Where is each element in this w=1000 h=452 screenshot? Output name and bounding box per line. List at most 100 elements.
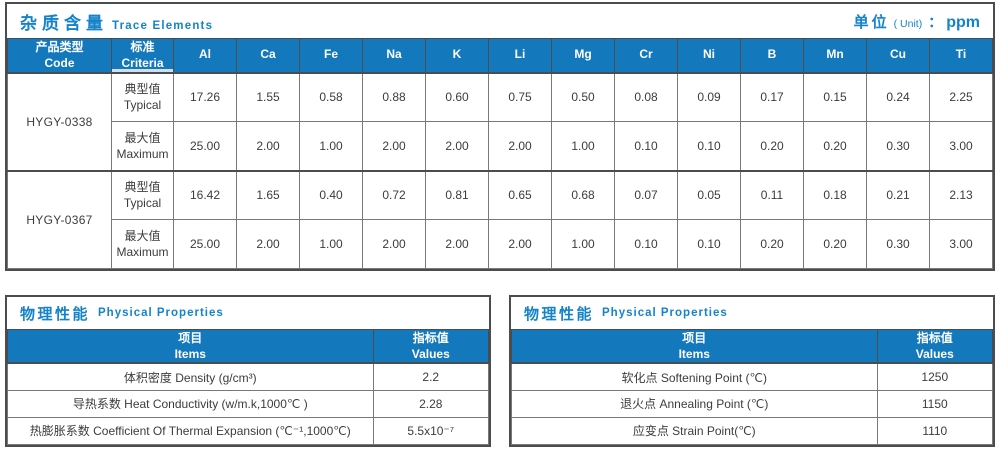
col-header-element: Li bbox=[488, 38, 552, 74]
col-header-element: Ni bbox=[677, 38, 741, 74]
property-item: 体积密度 Density (g/cm³) bbox=[7, 362, 374, 391]
value-cell: 0.81 bbox=[425, 169, 489, 220]
value-cell: 0.50 bbox=[551, 72, 615, 122]
value-cell: 0.10 bbox=[677, 219, 741, 269]
value-cell: 2.00 bbox=[425, 121, 489, 171]
value-cell: 17.26 bbox=[173, 72, 237, 122]
col-header-element: Cr bbox=[614, 38, 678, 74]
value-cell: 0.21 bbox=[866, 169, 930, 220]
value-cell: 2.25 bbox=[929, 72, 993, 122]
unit-label: 单位 ( Unit) ： ppm bbox=[854, 11, 980, 32]
property-item: 应变点 Strain Point(℃) bbox=[511, 416, 878, 445]
property-value: 5.5x10⁻⁷ bbox=[372, 416, 490, 445]
value-cell: 25.00 bbox=[173, 121, 237, 171]
value-cell: 0.30 bbox=[866, 121, 930, 171]
table-row: HYGY-0367 典型值 Typical 16.42 1.65 0.40 0.… bbox=[7, 169, 993, 269]
value-cell: 25.00 bbox=[173, 219, 237, 269]
property-item: 软化点 Softening Point (℃) bbox=[511, 362, 878, 391]
criteria-cell: 最大值 Maximum bbox=[111, 121, 174, 171]
physical-properties-left-section: 物理性能 Physical Properties 项目 Items 指标值 Va… bbox=[5, 295, 491, 447]
value-cell: 2.00 bbox=[488, 121, 552, 171]
physical-properties-left-table: 项目 Items 指标值 Values 体积密度 Density (g/cm³)… bbox=[7, 329, 490, 445]
value-cell: 2.00 bbox=[488, 219, 552, 269]
col-header-element: Ca bbox=[236, 38, 300, 74]
section-title-en: Physical Properties bbox=[602, 307, 728, 319]
unit-colon: ： bbox=[928, 13, 943, 30]
criteria-cell: 最大值 Maximum bbox=[111, 219, 174, 269]
value-cell: 2.00 bbox=[236, 219, 300, 269]
col-header-element: Fe bbox=[299, 38, 363, 74]
table-row: 导热系数 Heat Conductivity (w/m.k,1000℃ ) 2.… bbox=[7, 389, 490, 418]
section-title-en: Physical Properties bbox=[98, 307, 224, 319]
value-cell: 1.00 bbox=[299, 219, 363, 269]
physical-properties-right-section: 物理性能 Physical Properties 项目 Items 指标值 Va… bbox=[509, 295, 995, 447]
property-value: 1250 bbox=[876, 362, 994, 391]
value-cell: 0.10 bbox=[614, 219, 678, 269]
col-header-element: Cu bbox=[866, 38, 930, 74]
property-value: 1110 bbox=[876, 416, 994, 445]
table-row: HYGY-0338 典型值 Typical 17.26 1.55 0.58 0.… bbox=[7, 72, 993, 171]
value-cell: 1.00 bbox=[299, 121, 363, 171]
unit-label-en: ( Unit) bbox=[893, 17, 923, 30]
value-cell: 1.55 bbox=[236, 72, 300, 122]
col-header-element: Na bbox=[362, 38, 426, 74]
section-title-zh: 杂质含量 bbox=[20, 13, 108, 33]
table-row: 体积密度 Density (g/cm³) 2.2 bbox=[7, 362, 490, 391]
criteria-cell: 典型值 Typical bbox=[111, 169, 174, 220]
property-item: 退火点 Annealing Point (℃) bbox=[511, 389, 878, 418]
value-cell: 0.18 bbox=[803, 169, 867, 220]
section-title-zh: 物理性能 bbox=[20, 305, 91, 323]
value-cell: 16.42 bbox=[173, 169, 237, 220]
physical-properties-right-table: 项目 Items 指标值 Values 软化点 Softening Point … bbox=[511, 329, 994, 445]
physical-header-row: 项目 Items 指标值 Values bbox=[7, 329, 490, 365]
value-cell: 2.13 bbox=[929, 169, 993, 220]
value-cell: 0.65 bbox=[488, 169, 552, 220]
table-row: 热膨胀系数 Coefficient Of Thermal Expansion (… bbox=[7, 416, 490, 445]
value-cell: 0.40 bbox=[299, 169, 363, 220]
col-header-values: 指标值 Values bbox=[876, 329, 994, 365]
value-cell: 0.10 bbox=[677, 121, 741, 171]
table-row: 最大值 Maximum 25.00 2.00 1.00 2.00 2.00 2.… bbox=[8, 219, 993, 269]
section-title-en: Trace Elements bbox=[112, 19, 214, 32]
col-header-values: 指标值 Values bbox=[372, 329, 490, 365]
value-cell: 1.65 bbox=[236, 169, 300, 220]
value-cell: 0.11 bbox=[740, 169, 804, 220]
trace-elements-section: 杂质含量 Trace Elements 单位 ( Unit) ： ppm 产品类… bbox=[5, 2, 995, 271]
table-row: 退火点 Annealing Point (℃) 1150 bbox=[511, 389, 994, 418]
col-header-element: Mn bbox=[803, 38, 867, 74]
trace-header-row: 产品类型 Code 标准 Criteria Al Ca Fe Na K Li M… bbox=[7, 38, 993, 74]
physical-header-row: 项目 Items 指标值 Values bbox=[511, 329, 994, 365]
value-cell: 0.20 bbox=[740, 121, 804, 171]
value-cell: 0.24 bbox=[866, 72, 930, 122]
value-cell: 0.58 bbox=[299, 72, 363, 122]
col-header-code: 产品类型 Code bbox=[7, 38, 112, 74]
value-cell: 0.72 bbox=[362, 169, 426, 220]
col-header-element: Al bbox=[173, 38, 237, 74]
value-cell: 3.00 bbox=[929, 121, 993, 171]
value-cell: 0.20 bbox=[803, 219, 867, 269]
col-header-criteria: 标准 Criteria bbox=[111, 38, 174, 74]
col-header-items: 项目 Items bbox=[7, 329, 374, 365]
table-row: 最大值 Maximum 25.00 2.00 1.00 2.00 2.00 2.… bbox=[8, 121, 993, 171]
product-code: HYGY-0338 bbox=[7, 72, 112, 171]
col-header-element: Mg bbox=[551, 38, 615, 74]
table-row: 软化点 Softening Point (℃) 1250 bbox=[511, 362, 994, 391]
value-cell: 0.10 bbox=[614, 121, 678, 171]
value-cell: 0.75 bbox=[488, 72, 552, 122]
table-row: 应变点 Strain Point(℃) 1110 bbox=[511, 416, 994, 445]
value-cell: 0.15 bbox=[803, 72, 867, 122]
value-cell: 0.30 bbox=[866, 219, 930, 269]
property-value: 1150 bbox=[876, 389, 994, 418]
value-cell: 0.20 bbox=[803, 121, 867, 171]
section-title-zh: 物理性能 bbox=[524, 305, 595, 323]
property-value: 2.2 bbox=[372, 362, 490, 391]
value-cell: 0.09 bbox=[677, 72, 741, 122]
value-cell: 3.00 bbox=[929, 219, 993, 269]
value-cell: 0.05 bbox=[677, 169, 741, 220]
value-cell: 0.88 bbox=[362, 72, 426, 122]
product-code: HYGY-0367 bbox=[7, 169, 112, 269]
value-cell: 0.20 bbox=[740, 219, 804, 269]
trace-elements-table: 产品类型 Code 标准 Criteria Al Ca Fe Na K Li M… bbox=[7, 38, 993, 269]
col-header-element: K bbox=[425, 38, 489, 74]
